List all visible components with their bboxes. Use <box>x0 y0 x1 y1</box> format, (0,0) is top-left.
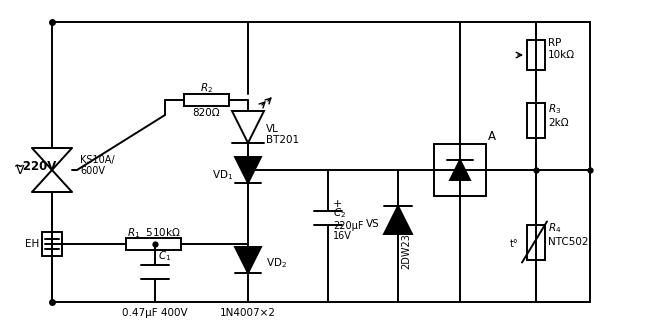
Polygon shape <box>384 206 412 234</box>
Text: 820Ω: 820Ω <box>193 108 221 118</box>
Bar <box>184 94 229 106</box>
Text: $R_3$
2kΩ: $R_3$ 2kΩ <box>548 102 569 128</box>
Text: $R_2$: $R_2$ <box>200 81 213 95</box>
Polygon shape <box>235 157 261 183</box>
Text: BT201: BT201 <box>266 135 299 145</box>
Text: 1N4007×2: 1N4007×2 <box>220 308 276 318</box>
Text: $C_2$: $C_2$ <box>333 206 346 220</box>
Bar <box>527 224 545 260</box>
Bar <box>527 103 545 138</box>
Polygon shape <box>235 247 261 273</box>
Text: $C_1$: $C_1$ <box>158 249 171 263</box>
Text: +: + <box>333 199 342 209</box>
Bar <box>126 238 181 250</box>
Text: VS: VS <box>366 219 380 229</box>
Text: VD$_1$: VD$_1$ <box>212 168 233 182</box>
Text: t°: t° <box>509 239 518 249</box>
Text: VD$_2$: VD$_2$ <box>266 256 287 270</box>
Bar <box>527 40 545 70</box>
Text: VL: VL <box>266 124 279 134</box>
Text: EH: EH <box>25 239 39 249</box>
Text: A: A <box>488 130 496 142</box>
Text: 0.47μF 400V: 0.47μF 400V <box>122 308 188 318</box>
Text: ~220V: ~220V <box>14 161 58 173</box>
Text: 2DW231: 2DW231 <box>401 227 411 269</box>
Text: 16V: 16V <box>333 231 352 241</box>
Polygon shape <box>450 160 470 180</box>
Text: $R_1$  510kΩ: $R_1$ 510kΩ <box>127 226 181 240</box>
Text: V: V <box>16 164 24 176</box>
Bar <box>42 232 62 256</box>
Text: 600V: 600V <box>80 166 105 176</box>
Text: 220μF: 220μF <box>333 221 364 231</box>
Bar <box>434 144 486 196</box>
Text: KS10A/: KS10A/ <box>80 155 115 165</box>
Text: $R_4$
NTC502: $R_4$ NTC502 <box>548 221 589 247</box>
Text: RP
10kΩ: RP 10kΩ <box>548 38 575 60</box>
